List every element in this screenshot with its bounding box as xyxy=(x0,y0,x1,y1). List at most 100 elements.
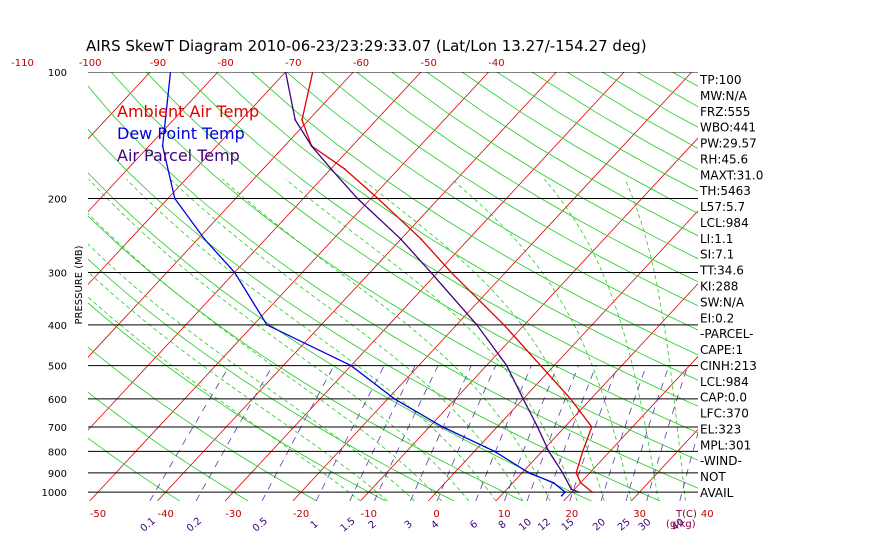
series-point xyxy=(441,426,444,428)
index-entry: EL:323 xyxy=(700,422,741,436)
series-point xyxy=(570,488,573,491)
series-point xyxy=(450,271,453,274)
chart-title: AIRS SkewT Diagram 2010-06-23/23:29:33.0… xyxy=(86,37,647,55)
mixing-ratio-line xyxy=(545,365,597,501)
mixing-ratio-tick-label: 0.2 xyxy=(185,516,204,535)
index-entry: MW:N/A xyxy=(700,89,748,103)
series-point xyxy=(430,271,432,274)
dry-adiabat-line xyxy=(777,72,870,501)
index-entry: KI:288 xyxy=(700,280,738,294)
moist-adiabat-line xyxy=(451,178,632,501)
dry-adiabat-line xyxy=(251,72,698,356)
moist-adiabat-lines xyxy=(88,178,686,501)
mixing-ratio-tick-label: 8 xyxy=(497,519,509,532)
moist-adiabat-line xyxy=(222,178,551,501)
series-point xyxy=(376,197,379,200)
mixing-ratio-lines xyxy=(149,365,698,501)
top-temp-tick-label: -90 xyxy=(150,58,166,69)
bottom-temp-tick-label: -20 xyxy=(293,509,309,520)
bottom-temp-tick-label: -40 xyxy=(158,509,174,520)
series-point xyxy=(575,471,578,474)
moist-adiabat-line xyxy=(88,296,361,501)
series-point xyxy=(564,491,567,493)
y-axis-label: PRESSURE (MB) xyxy=(74,245,85,324)
series-point xyxy=(284,72,287,73)
mixing-ratio-line xyxy=(149,365,230,501)
top-temp-tick-label: -40 xyxy=(488,58,504,69)
pressure-tick-label: 200 xyxy=(48,194,67,205)
legend-entry: Dew Point Temp xyxy=(117,124,245,143)
isobar-lines xyxy=(88,72,698,493)
series-point xyxy=(475,324,478,326)
mixing-ratio-line xyxy=(600,365,647,501)
series-point xyxy=(577,491,580,493)
bottom-temp-tick-label: -50 xyxy=(90,509,106,520)
chart-legend: Ambient Air Temp Dew Point Temp Air Parcel… xyxy=(117,102,259,165)
index-entry: NOT xyxy=(700,470,726,484)
stability-indices-panel: TP:100 MW:N/A FRZ:555 WBO:441 PW:29.57RH:45.… xyxy=(699,73,763,500)
dry-adiabat-line xyxy=(88,215,523,501)
index-entry: WBO:441 xyxy=(700,121,756,135)
moist-adiabat-line xyxy=(361,178,605,501)
index-entry: AVAIL xyxy=(700,486,734,500)
mixing-ratio-line xyxy=(504,365,559,501)
dry-adiabat-line xyxy=(216,72,698,381)
dry-adiabat-line xyxy=(88,172,592,501)
isotherm-line xyxy=(224,72,625,501)
mixing-ratio-tick-label: 4 xyxy=(429,519,441,532)
series-point xyxy=(552,481,555,484)
mixing-ratio-line xyxy=(436,365,497,501)
dry-adiabat-line xyxy=(88,85,698,489)
series-point xyxy=(266,324,268,326)
bottom-temp-tick-label: 0 xyxy=(433,509,439,520)
top-temp-tick-labels: -120-110-100-90-80-70-60-50-40 xyxy=(11,58,504,69)
mixing-ratio-tick-label: 6 xyxy=(468,519,480,532)
bottom-temp-tick-label: -30 xyxy=(225,509,241,520)
series-point xyxy=(590,426,593,428)
mixing-ratio-line xyxy=(646,365,689,501)
index-entry: LFC:370 xyxy=(700,407,749,421)
bottom-temp-tick-labels: -50 -40 -30 -20 -10 0 10 20 30 40 xyxy=(90,509,714,520)
pressure-tick-label: 400 xyxy=(48,321,67,332)
index-entry: TT:34.6 xyxy=(699,264,744,278)
moist-adiabat-line xyxy=(88,243,415,501)
pressure-tick-label: 900 xyxy=(48,469,67,480)
index-entry: LI:1.1 xyxy=(700,232,733,246)
isotherm-line xyxy=(427,210,698,501)
series-point xyxy=(581,450,584,453)
pressure-tick-labels: 100 200 300 400 500 600 700 800 900 1000 xyxy=(42,68,67,499)
series-point xyxy=(591,491,594,493)
moist-adiabat-line xyxy=(285,178,578,501)
dry-adiabat-line xyxy=(426,72,698,237)
pressure-tick-label: 800 xyxy=(48,447,67,458)
mixing-ratio-line xyxy=(195,365,273,501)
index-entry: CINH:213 xyxy=(700,359,757,373)
pressure-tick-label: 700 xyxy=(48,423,67,434)
mixing-ratio-unit-label: (g/kg) xyxy=(666,519,696,530)
mixing-ratio-line xyxy=(374,365,439,501)
isotherm-line xyxy=(631,428,698,501)
mixing-ratio-tick-label: 2 xyxy=(367,519,379,532)
legend-entry: Air Parcel Temp xyxy=(117,146,240,165)
mixing-ratio-line xyxy=(679,431,698,501)
series-point xyxy=(169,72,172,73)
series-line xyxy=(284,72,579,493)
moist-adiabat-line xyxy=(170,178,524,501)
dry-adiabat-line xyxy=(321,72,698,307)
isotherm-line xyxy=(0,72,83,501)
series-point xyxy=(536,426,539,428)
index-entry: TP:100 xyxy=(699,73,742,87)
index-entry: FRZ:555 xyxy=(700,105,750,119)
top-temp-tick-label: -70 xyxy=(285,58,301,69)
index-entry: CAPE:1 xyxy=(700,343,743,357)
index-entry: MPL:301 xyxy=(700,438,751,452)
mixing-ratio-tick-label: 1.5 xyxy=(338,516,357,535)
index-entry: -PARCEL- xyxy=(700,327,754,341)
moist-adiabat-line xyxy=(126,178,497,501)
mixing-ratio-line xyxy=(315,365,385,501)
mixing-ratio-tick-label: 1 xyxy=(309,519,321,532)
plot-area xyxy=(0,72,870,501)
index-entry: SW:N/A xyxy=(700,295,745,309)
isotherm-line xyxy=(292,72,693,501)
